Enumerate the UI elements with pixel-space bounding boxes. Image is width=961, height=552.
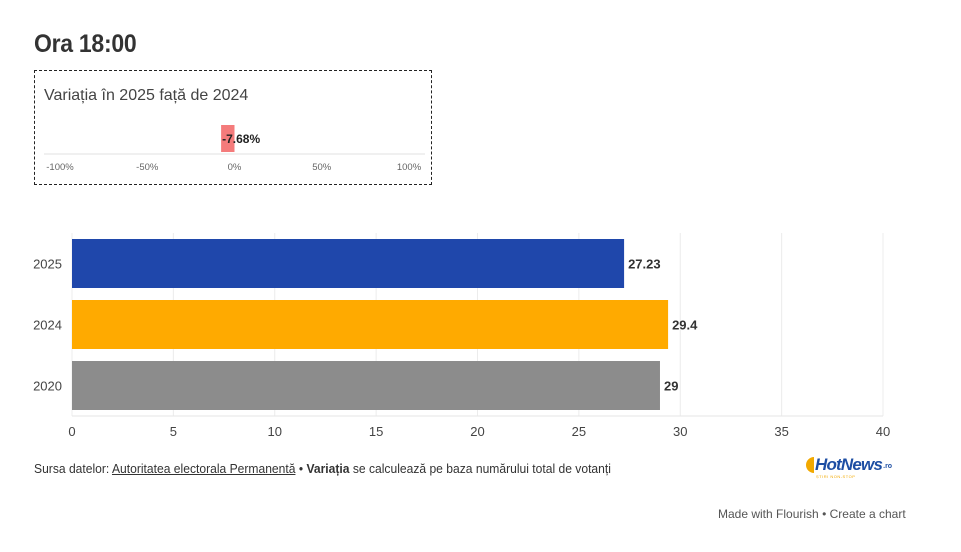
x-tick-label: 35 [774,424,788,439]
variation-panel: Variația în 2025 față de 2024 -100% -50% 0… [34,70,432,185]
bar-2020 [72,361,660,410]
bar-value-label: 27.23 [628,257,661,272]
logo-mark-icon [806,457,814,473]
bar-2024 [72,300,669,349]
chart-title: Ora 18:00 [34,30,137,58]
x-tick-label: 25 [572,424,586,439]
variation-term: Variația [306,461,350,476]
source-prefix: Sursa datelor: [34,461,110,476]
variation-tick-label: 50% [312,162,332,173]
variation-title: Variația în 2025 față de 2024 [44,87,249,104]
variation-tick-label: 100% [397,162,422,173]
source-note: Sursa datelor: Autoritatea electorala Pe… [34,461,611,476]
create-chart-link[interactable]: Create a chart [829,507,906,521]
variation-bar [221,125,235,152]
category-label: 2025 [33,257,62,272]
x-tick-label: 15 [369,424,383,439]
bar-2025 [72,239,625,288]
credit-dot: • [822,507,827,521]
category-label: 2024 [33,318,62,333]
source-separator: • [298,461,304,476]
logo-tagline: ȘTIRI NON-STOP [816,474,856,479]
category-label: 2020 [33,379,62,394]
variation-tick-label: -100% [46,162,74,173]
bar-value-label: 29 [664,379,678,394]
variation-note: se calculează pe baza numărului total de… [352,461,611,476]
x-tick-label: 10 [268,424,282,439]
source-link[interactable]: Autoritatea electorala Permanentă [111,461,296,476]
logo-word: HotNews [815,455,883,474]
x-tick-label: 20 [470,424,484,439]
bar-value-label: 29.4 [672,318,698,333]
x-tick-label: 40 [876,424,890,439]
made-with-flourish-link[interactable]: Made with Flourish [718,507,819,521]
logo-tld: .ro [883,463,893,470]
flourish-credit: Made with Flourish • Create a chart [718,507,906,521]
variation-chart: -100% -50% 0% 50% 100% -7.68% [44,125,425,173]
variation-tick-label: 0% [228,162,242,173]
hotnews-logo[interactable]: HotNews.ro ȘTIRI NON-STOP [806,455,892,481]
x-tick-label: 5 [170,424,177,439]
variation-value-label: -7.68% [222,132,260,146]
x-tick-label: 30 [673,424,687,439]
variation-tick-label: -50% [136,162,159,173]
x-tick-label: 0 [68,424,75,439]
